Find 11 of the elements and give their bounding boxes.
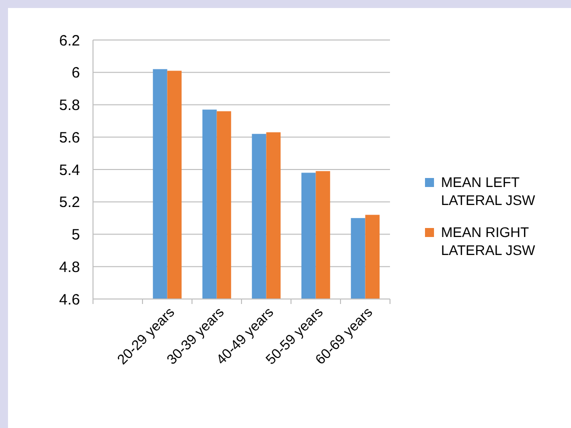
y-tick-label: 6.2 [59,32,80,50]
y-tick-label: 5.8 [59,97,80,114]
legend-label: MEAN RIGHT LATERAL JSW [441,224,536,258]
y-tick-label: 5.4 [59,162,80,179]
y-tick-label: 6 [72,64,80,82]
legend-label: MEAN LEFT LATERAL JSW [441,174,536,208]
y-tick-label: 4.6 [59,291,80,308]
y-tick-label: 4.8 [59,258,80,276]
y-tick-label: 5.6 [59,129,80,146]
y-tick-label: 5.2 [59,194,80,212]
y-tick-label: 5 [72,226,80,244]
